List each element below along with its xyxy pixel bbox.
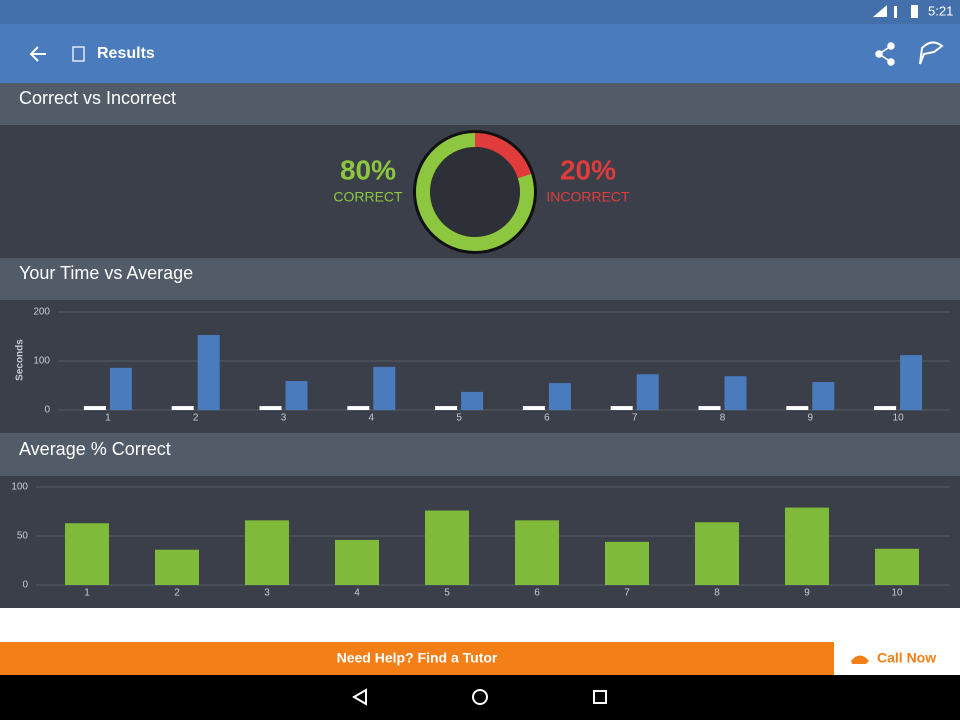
y-tick-label: 0 bbox=[44, 405, 50, 416]
bar bbox=[786, 406, 809, 410]
y-tick-label: 50 bbox=[17, 531, 29, 542]
section-title: Your Time vs Average bbox=[19, 263, 193, 283]
spacer bbox=[0, 608, 960, 642]
x-tick-label: 9 bbox=[808, 413, 814, 424]
donut-segment bbox=[474, 133, 532, 179]
bar bbox=[900, 355, 923, 410]
section-header bbox=[0, 433, 960, 476]
donut-center bbox=[430, 147, 520, 237]
bar bbox=[605, 541, 649, 585]
nav-back[interactable] bbox=[352, 688, 367, 706]
y-tick-label: 0 bbox=[22, 580, 28, 591]
bar bbox=[259, 406, 282, 410]
bar bbox=[197, 335, 220, 410]
bar bbox=[875, 548, 919, 585]
category-label: CORRECT bbox=[333, 189, 403, 205]
x-tick-label: 8 bbox=[720, 413, 726, 424]
bar bbox=[548, 383, 571, 410]
banner-text: Need Help? Find a Tutor bbox=[337, 650, 498, 666]
x-tick-label: 1 bbox=[105, 413, 111, 424]
back-button[interactable] bbox=[29, 46, 46, 62]
phone-icon bbox=[851, 655, 869, 664]
x-tick-label: 6 bbox=[544, 413, 550, 424]
bar bbox=[636, 374, 659, 410]
x-tick-label: 5 bbox=[456, 413, 462, 424]
bar bbox=[435, 406, 458, 410]
bar bbox=[461, 391, 484, 410]
section-header bbox=[0, 83, 960, 125]
y-tick-label: 100 bbox=[11, 482, 28, 493]
app-title: Results bbox=[97, 45, 155, 62]
call-now-text: Call Now bbox=[877, 650, 936, 666]
status-bar bbox=[0, 0, 960, 24]
section-header bbox=[0, 258, 960, 300]
y-tick-label: 100 bbox=[33, 356, 50, 367]
bar bbox=[171, 406, 194, 410]
x-tick-label: 10 bbox=[893, 413, 905, 424]
bar bbox=[610, 406, 633, 410]
bar bbox=[335, 539, 379, 585]
status-time: 5:21 bbox=[928, 3, 953, 18]
bar bbox=[347, 406, 370, 410]
signal-icon bbox=[894, 6, 897, 18]
share-button[interactable] bbox=[875, 42, 895, 66]
bar bbox=[522, 406, 545, 410]
mascot-button[interactable] bbox=[919, 41, 944, 65]
x-tick-label: 2 bbox=[174, 588, 180, 599]
x-tick-label: 3 bbox=[281, 413, 287, 424]
bar bbox=[874, 406, 897, 410]
donut-segment bbox=[416, 133, 534, 251]
bar bbox=[695, 522, 739, 585]
y-axis-label: Seconds bbox=[15, 339, 26, 381]
nav-bar bbox=[0, 675, 960, 720]
bar bbox=[698, 406, 721, 410]
category-label: INCORRECT bbox=[546, 189, 630, 205]
x-tick-label: 5 bbox=[444, 588, 450, 599]
x-tick-label: 7 bbox=[632, 413, 638, 424]
bar bbox=[425, 510, 469, 585]
x-tick-label: 1 bbox=[84, 588, 90, 599]
value-label: 80% bbox=[340, 154, 396, 185]
x-tick-label: 4 bbox=[354, 588, 360, 599]
doc-icon bbox=[72, 46, 85, 62]
nav-recent[interactable] bbox=[593, 690, 607, 704]
tutor-banner[interactable] bbox=[0, 642, 834, 675]
section-body bbox=[0, 300, 960, 433]
x-tick-label: 8 bbox=[714, 588, 720, 599]
bar bbox=[373, 366, 396, 410]
bar bbox=[515, 520, 559, 585]
bar bbox=[245, 520, 289, 585]
bar bbox=[812, 382, 835, 410]
bar bbox=[65, 523, 109, 585]
x-tick-label: 2 bbox=[193, 413, 199, 424]
x-tick-label: 6 bbox=[534, 588, 540, 599]
x-tick-label: 9 bbox=[804, 588, 810, 599]
bar bbox=[109, 367, 132, 410]
value-label: 20% bbox=[560, 154, 616, 185]
section-title: Average % Correct bbox=[19, 439, 171, 459]
x-tick-label: 10 bbox=[891, 588, 903, 599]
y-tick-label: 200 bbox=[33, 307, 50, 318]
bar bbox=[785, 507, 829, 585]
bar bbox=[285, 381, 308, 410]
x-tick-label: 7 bbox=[624, 588, 630, 599]
battery-icon bbox=[911, 5, 918, 18]
bar bbox=[83, 406, 106, 410]
x-tick-label: 3 bbox=[264, 588, 270, 599]
x-tick-label: 4 bbox=[369, 413, 375, 424]
section-title: Correct vs Incorrect bbox=[19, 88, 176, 108]
bar bbox=[724, 376, 747, 410]
nav-home[interactable] bbox=[472, 689, 488, 705]
wifi-icon bbox=[873, 5, 887, 17]
bar bbox=[155, 549, 199, 585]
